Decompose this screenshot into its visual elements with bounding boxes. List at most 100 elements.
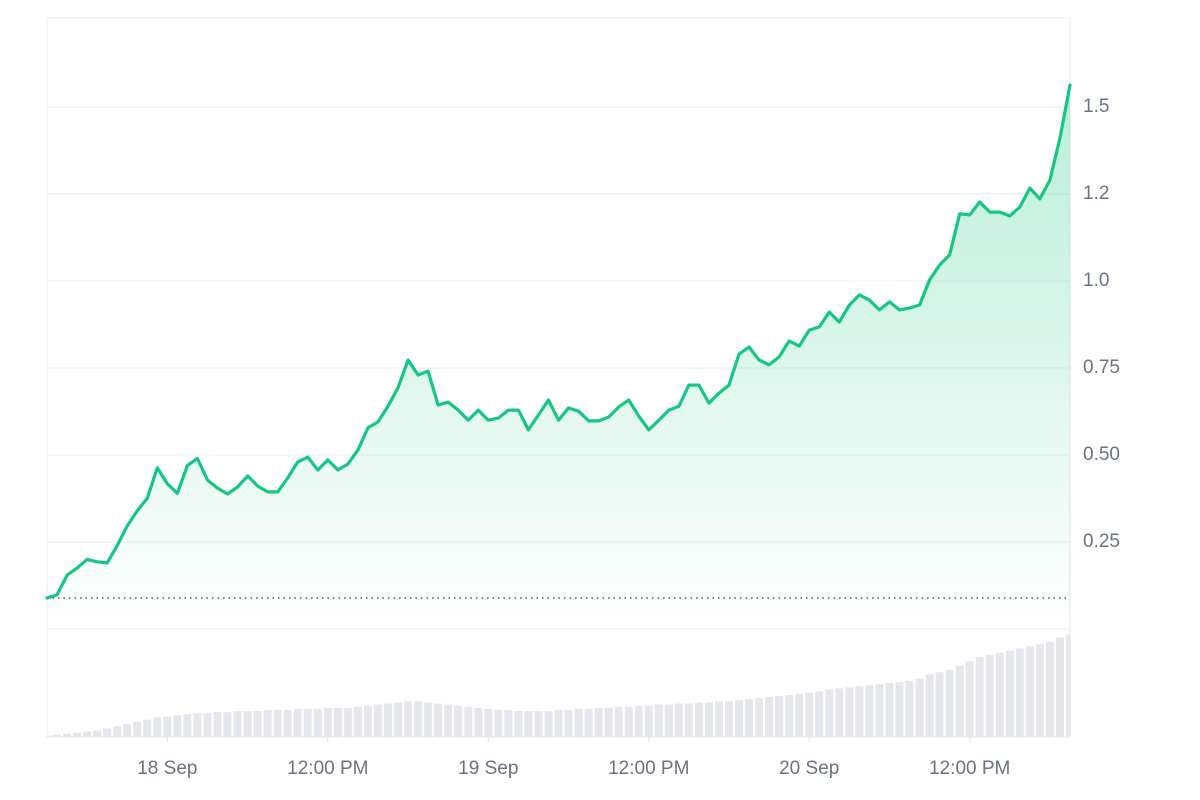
volume-bar <box>434 703 443 737</box>
y-tick-label: 0.50 <box>1083 444 1120 465</box>
volume-bar <box>885 683 894 737</box>
volume-bar <box>945 670 954 737</box>
volume-bar <box>765 697 774 737</box>
volume-bar <box>73 732 82 737</box>
volume-bar <box>775 695 784 737</box>
volume-bar <box>985 654 994 737</box>
volume-bar <box>263 710 272 737</box>
volume-bar <box>1005 650 1014 737</box>
volume-bar <box>384 703 392 737</box>
volume-bar <box>905 680 914 737</box>
volume-bar <box>1015 648 1024 737</box>
volume-bar <box>363 705 372 737</box>
volume-bar <box>855 686 864 737</box>
volume-bar <box>604 707 613 737</box>
volume-bar <box>404 701 413 737</box>
volume-bar <box>1025 646 1034 737</box>
volume-bar <box>514 711 523 737</box>
volume-bar <box>253 711 262 737</box>
y-tick-label: 1.5 <box>1083 96 1109 117</box>
volume-bar <box>93 730 102 737</box>
volume-bar <box>835 688 844 737</box>
y-tick-label: 0.25 <box>1083 531 1120 552</box>
volume-bar <box>714 701 723 737</box>
volume-bar <box>163 716 172 737</box>
volume-bar <box>825 689 834 737</box>
volume-bar <box>233 711 242 737</box>
y-tick-label: 1.0 <box>1083 270 1109 291</box>
volume-bar <box>1035 644 1044 737</box>
volume-bar <box>624 706 633 737</box>
price-line <box>45 83 1072 600</box>
x-tick-label: 20 Sep <box>779 758 839 779</box>
volume-bar <box>53 734 62 737</box>
volume-bar <box>815 691 824 737</box>
volume-bar <box>684 703 693 737</box>
volume-bar <box>614 706 623 737</box>
volume-bar <box>955 665 964 737</box>
volume-bar <box>133 721 142 737</box>
volume-bar <box>173 715 182 737</box>
volume-bar <box>745 699 754 737</box>
volume-bar <box>735 700 744 737</box>
volume-bar <box>394 702 403 737</box>
volume-bar <box>424 702 433 737</box>
volume-bar <box>664 704 673 737</box>
volume-bar <box>223 712 232 737</box>
volume-bar <box>1045 641 1054 737</box>
volume-bar <box>574 708 583 737</box>
volume-bar <box>63 733 72 737</box>
volume-bar <box>895 681 904 737</box>
volume-bar <box>153 717 162 737</box>
price-area <box>47 85 1070 630</box>
volume-bar <box>785 694 794 737</box>
volume-bar <box>373 704 382 737</box>
volume-bar <box>353 706 362 737</box>
volume-bar <box>534 711 543 737</box>
volume-bar <box>333 707 342 737</box>
volume-bar <box>323 707 332 737</box>
volume-bar <box>143 719 152 737</box>
volume-bar <box>694 702 703 737</box>
volume-bar <box>965 661 974 737</box>
volume-bar <box>504 710 513 737</box>
volume-bar <box>725 701 733 737</box>
x-tick-label: 12:00 PM <box>287 758 368 779</box>
volume-bar <box>1055 637 1064 737</box>
x-tick-label: 19 Sep <box>458 758 518 779</box>
volume-bar <box>634 705 643 737</box>
volume-bar <box>995 652 1004 737</box>
volume-bar <box>454 705 463 737</box>
volume-bar <box>594 707 603 737</box>
volume-bar <box>704 702 713 737</box>
volume-bar <box>875 684 884 737</box>
volume-bar <box>554 710 563 737</box>
volume-bar <box>674 703 683 737</box>
volume-bar <box>193 713 202 737</box>
volume-bar <box>103 728 112 737</box>
volume-bar <box>343 707 352 737</box>
volume-bar <box>283 710 292 737</box>
volume-bar <box>113 726 122 737</box>
volume-bar <box>845 687 854 737</box>
volume-bar <box>243 711 252 737</box>
volume-bar <box>494 710 503 737</box>
volume-bar <box>123 724 132 737</box>
volume-bar <box>544 711 553 737</box>
volume-bar <box>524 711 533 737</box>
x-tick-label: 12:00 PM <box>608 758 689 779</box>
volume-bar <box>644 705 653 737</box>
volume-bar <box>414 701 423 737</box>
volume-bar <box>484 708 493 737</box>
volume-bar <box>293 708 302 737</box>
volume-bar <box>303 708 312 737</box>
volume-bar <box>925 674 934 737</box>
volume-bar <box>654 704 663 737</box>
x-tick-label: 18 Sep <box>137 758 197 779</box>
volume-bar <box>915 678 924 737</box>
volume-bar <box>444 704 453 737</box>
volume-bar <box>865 685 874 737</box>
volume-bar <box>313 708 322 737</box>
